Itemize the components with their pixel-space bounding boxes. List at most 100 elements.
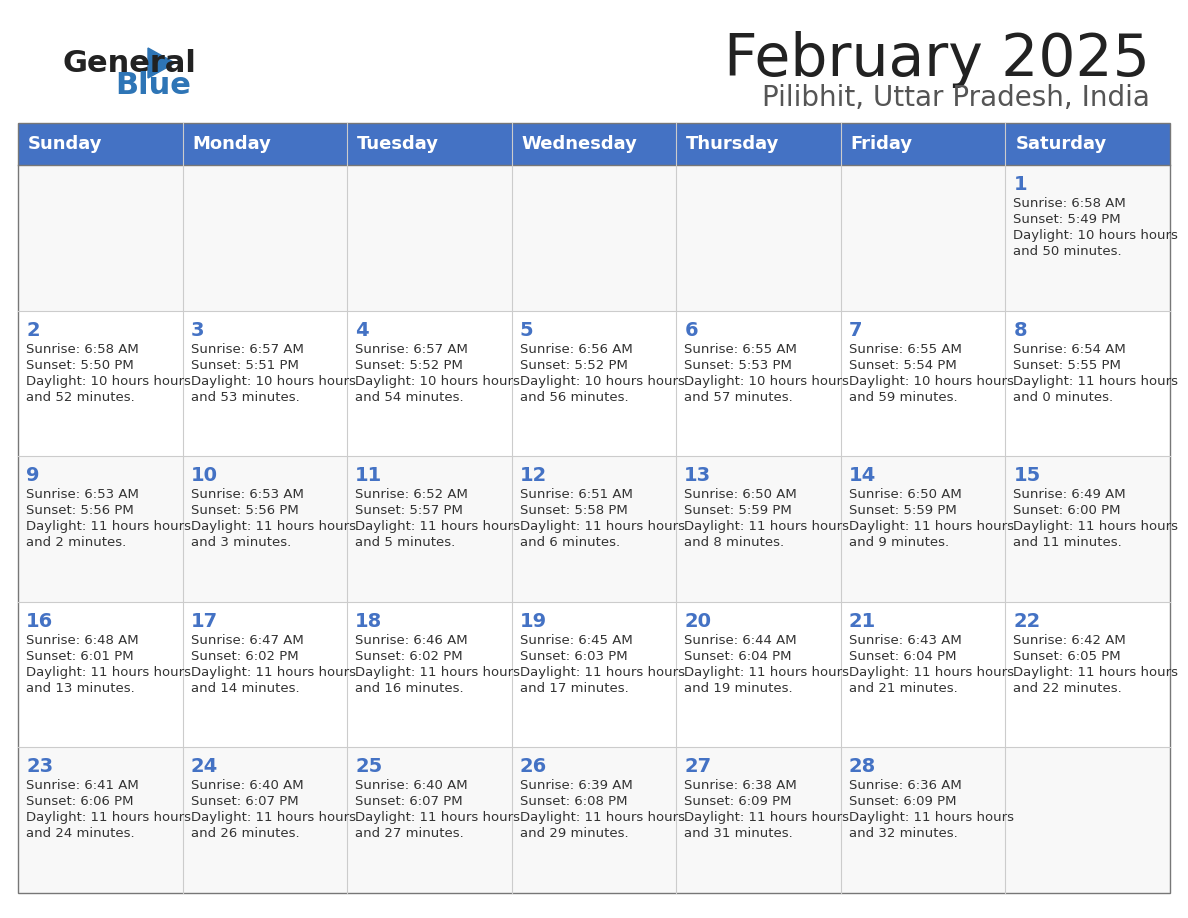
Text: Sunset: 6:07 PM: Sunset: 6:07 PM [190,795,298,809]
Text: Sunset: 5:53 PM: Sunset: 5:53 PM [684,359,792,372]
Text: Daylight: 11 hours hours: Daylight: 11 hours hours [519,666,684,678]
Text: Sunrise: 6:51 AM: Sunrise: 6:51 AM [519,488,632,501]
Text: Sunrise: 6:50 AM: Sunrise: 6:50 AM [684,488,797,501]
Text: Daylight: 11 hours hours: Daylight: 11 hours hours [849,521,1013,533]
Text: Daylight: 10 hours hours: Daylight: 10 hours hours [26,375,191,387]
Text: Sunset: 6:01 PM: Sunset: 6:01 PM [26,650,133,663]
Bar [347,747,512,893]
Text: Sunset: 5:55 PM: Sunset: 5:55 PM [1013,359,1121,372]
Text: Sunrise: 6:55 AM: Sunrise: 6:55 AM [684,342,797,355]
Text: and 54 minutes.: and 54 minutes. [355,390,463,404]
Bar [676,747,841,893]
Text: Pilibhit, Uttar Pradesh, India: Pilibhit, Uttar Pradesh, India [763,84,1150,112]
Text: Sunset: 5:51 PM: Sunset: 5:51 PM [190,359,298,372]
Text: and 19 minutes.: and 19 minutes. [684,682,792,695]
Text: 10: 10 [190,466,217,486]
Bar [1005,602,1170,747]
Bar [18,123,183,165]
Bar [347,123,512,165]
Bar [183,310,347,456]
Text: Sunrise: 6:39 AM: Sunrise: 6:39 AM [519,779,632,792]
Text: 19: 19 [519,611,546,631]
Text: 27: 27 [684,757,712,777]
Text: Sunset: 5:49 PM: Sunset: 5:49 PM [1013,213,1121,226]
Text: Sunset: 5:50 PM: Sunset: 5:50 PM [26,359,134,372]
Text: Sunrise: 6:50 AM: Sunrise: 6:50 AM [849,488,961,501]
Text: and 8 minutes.: and 8 minutes. [684,536,784,549]
Text: Sunset: 5:54 PM: Sunset: 5:54 PM [849,359,956,372]
Text: and 17 minutes.: and 17 minutes. [519,682,628,695]
Text: 16: 16 [26,611,53,631]
Text: 26: 26 [519,757,546,777]
Text: Daylight: 11 hours hours: Daylight: 11 hours hours [684,521,849,533]
Text: 25: 25 [355,757,383,777]
Text: Sunset: 6:06 PM: Sunset: 6:06 PM [26,795,133,809]
Bar [841,602,1005,747]
Text: Daylight: 11 hours hours: Daylight: 11 hours hours [849,666,1013,678]
Text: 6: 6 [684,320,697,340]
Text: 12: 12 [519,466,546,486]
Bar [18,456,183,602]
Bar [512,310,676,456]
Text: 17: 17 [190,611,217,631]
Text: and 14 minutes.: and 14 minutes. [190,682,299,695]
Text: and 53 minutes.: and 53 minutes. [190,390,299,404]
Text: Sunset: 6:03 PM: Sunset: 6:03 PM [519,650,627,663]
Bar [183,165,347,310]
Text: Sunrise: 6:46 AM: Sunrise: 6:46 AM [355,633,468,647]
Text: and 57 minutes.: and 57 minutes. [684,390,794,404]
Bar [676,310,841,456]
Text: Sunset: 6:05 PM: Sunset: 6:05 PM [1013,650,1121,663]
Text: Sunrise: 6:43 AM: Sunrise: 6:43 AM [849,633,961,647]
Text: Sunrise: 6:40 AM: Sunrise: 6:40 AM [355,779,468,792]
Text: Sunrise: 6:58 AM: Sunrise: 6:58 AM [26,342,139,355]
Text: Sunrise: 6:44 AM: Sunrise: 6:44 AM [684,633,797,647]
Text: 8: 8 [1013,320,1028,340]
Bar [183,602,347,747]
Text: Sunrise: 6:49 AM: Sunrise: 6:49 AM [1013,488,1126,501]
Text: Daylight: 11 hours hours: Daylight: 11 hours hours [684,812,849,824]
Text: Daylight: 10 hours hours: Daylight: 10 hours hours [355,375,520,387]
Text: and 56 minutes.: and 56 minutes. [519,390,628,404]
Bar [18,310,183,456]
Text: 22: 22 [1013,611,1041,631]
Text: Daylight: 10 hours hours: Daylight: 10 hours hours [1013,229,1178,242]
Text: and 16 minutes.: and 16 minutes. [355,682,463,695]
Text: 4: 4 [355,320,368,340]
Text: Daylight: 11 hours hours: Daylight: 11 hours hours [26,666,191,678]
Bar [18,165,183,310]
Text: Sunrise: 6:57 AM: Sunrise: 6:57 AM [355,342,468,355]
Text: Daylight: 10 hours hours: Daylight: 10 hours hours [849,375,1013,387]
Text: Daylight: 11 hours hours: Daylight: 11 hours hours [26,812,191,824]
Text: and 31 minutes.: and 31 minutes. [684,827,794,840]
Text: and 59 minutes.: and 59 minutes. [849,390,958,404]
Bar [347,310,512,456]
Text: Daylight: 11 hours hours: Daylight: 11 hours hours [1013,375,1178,387]
Bar [183,747,347,893]
Text: Daylight: 11 hours hours: Daylight: 11 hours hours [190,521,355,533]
Text: Sunset: 5:57 PM: Sunset: 5:57 PM [355,504,463,517]
Bar [1005,123,1170,165]
Text: 13: 13 [684,466,712,486]
Text: 23: 23 [26,757,53,777]
Text: and 24 minutes.: and 24 minutes. [26,827,134,840]
Text: Friday: Friday [851,135,914,153]
Text: Sunrise: 6:52 AM: Sunrise: 6:52 AM [355,488,468,501]
Text: Daylight: 11 hours hours: Daylight: 11 hours hours [519,812,684,824]
Text: 21: 21 [849,611,876,631]
Text: and 11 minutes.: and 11 minutes. [1013,536,1123,549]
Text: Daylight: 11 hours hours: Daylight: 11 hours hours [355,812,520,824]
Bar [512,747,676,893]
Text: 14: 14 [849,466,876,486]
Text: Tuesday: Tuesday [358,135,440,153]
Text: Sunset: 6:04 PM: Sunset: 6:04 PM [684,650,791,663]
Text: Daylight: 11 hours hours: Daylight: 11 hours hours [1013,521,1178,533]
Bar [676,602,841,747]
Text: Saturday: Saturday [1016,135,1107,153]
Bar [1005,456,1170,602]
Text: Sunset: 5:59 PM: Sunset: 5:59 PM [684,504,792,517]
Text: Sunset: 6:09 PM: Sunset: 6:09 PM [849,795,956,809]
Text: Sunrise: 6:55 AM: Sunrise: 6:55 AM [849,342,962,355]
Text: Daylight: 11 hours hours: Daylight: 11 hours hours [190,812,355,824]
Text: Sunset: 6:09 PM: Sunset: 6:09 PM [684,795,791,809]
